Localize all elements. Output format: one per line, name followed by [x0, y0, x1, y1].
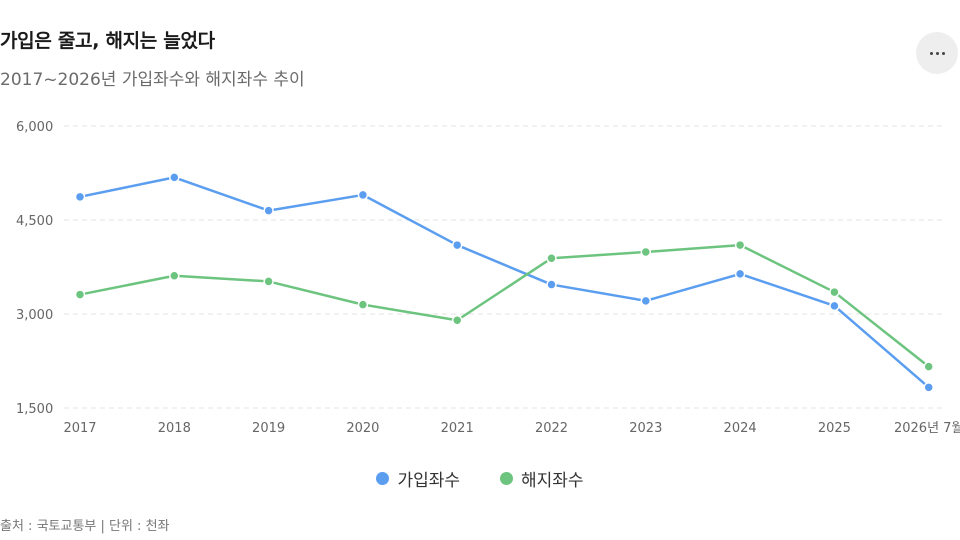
data-point[interactable]: [357, 299, 369, 310]
series-2: [74, 239, 934, 372]
chart-title: 가입은 줄고, 해지는 늘었다: [0, 30, 215, 52]
chart-subtitle: 2017~2026년 가입좌수와 해지좌수 추이: [0, 70, 305, 90]
data-point[interactable]: [451, 315, 463, 326]
x-tick-label: 2025: [818, 421, 851, 436]
y-tick-label: 6,000: [16, 120, 53, 135]
series-line: [78, 176, 930, 389]
x-tick-label: 2019: [252, 421, 285, 436]
x-tick-label: 2024: [724, 421, 757, 436]
more-options-button[interactable]: [916, 32, 958, 74]
data-point[interactable]: [546, 279, 557, 290]
line-chart: 1,500 3,000 4,500 6,000 2017 2018 2019 2020 202…: [16, 120, 960, 436]
data-point[interactable]: [923, 382, 934, 393]
data-point[interactable]: [74, 289, 86, 300]
legend-swatch-icon: [500, 472, 513, 485]
data-point[interactable]: [640, 246, 652, 258]
legend-label: 가입좌수: [397, 471, 460, 491]
x-tick-label: 2017: [63, 421, 96, 436]
data-point[interactable]: [169, 270, 180, 282]
data-point[interactable]: [923, 361, 934, 372]
x-axis: 2017 2018 2019 2020 2021 2022 2023 2024 2025 2026…: [63, 421, 960, 436]
series-line: [78, 243, 930, 368]
x-tick-label: 2023: [629, 421, 662, 436]
y-axis: 1,500 3,000 4,500 6,000: [16, 120, 53, 417]
data-point[interactable]: [640, 295, 652, 307]
y-tick-label: 4,500: [16, 214, 53, 229]
data-point[interactable]: [74, 191, 86, 203]
data-point[interactable]: [263, 205, 274, 216]
x-tick-label: 2021: [441, 421, 474, 436]
more-dot-icon: [929, 51, 933, 55]
series-group: [74, 172, 934, 393]
more-dot-icon: [935, 51, 939, 55]
data-point[interactable]: [263, 276, 274, 287]
grid-lines: [64, 125, 944, 409]
series-1: [74, 172, 934, 393]
y-tick-label: 1,500: [16, 402, 53, 417]
data-point[interactable]: [451, 239, 463, 251]
data-point[interactable]: [829, 286, 840, 298]
x-tick-label: 2018: [158, 421, 191, 436]
source-note: 출처 : 국토교통부 | 단위 : 천좌: [0, 519, 170, 534]
x-tick-label: 2020: [346, 421, 379, 436]
data-point[interactable]: [357, 189, 369, 201]
data-point[interactable]: [734, 268, 746, 280]
more-dot-icon: [941, 51, 945, 55]
data-point[interactable]: [169, 172, 180, 183]
data-point[interactable]: [829, 300, 840, 312]
y-tick-label: 3,000: [16, 308, 53, 323]
x-tick-label: 2022: [535, 421, 568, 436]
legend-swatch-icon: [376, 472, 390, 485]
data-point[interactable]: [546, 252, 557, 264]
legend-label: 해지좌수: [521, 471, 584, 491]
x-tick-label: 2026년 7월: [894, 421, 960, 436]
legend-item[interactable]: 해지좌수: [500, 466, 584, 491]
legend-item[interactable]: 가입좌수: [376, 466, 460, 491]
data-point[interactable]: [734, 239, 746, 251]
legend: 가입좌수 해지좌수: [0, 466, 960, 491]
